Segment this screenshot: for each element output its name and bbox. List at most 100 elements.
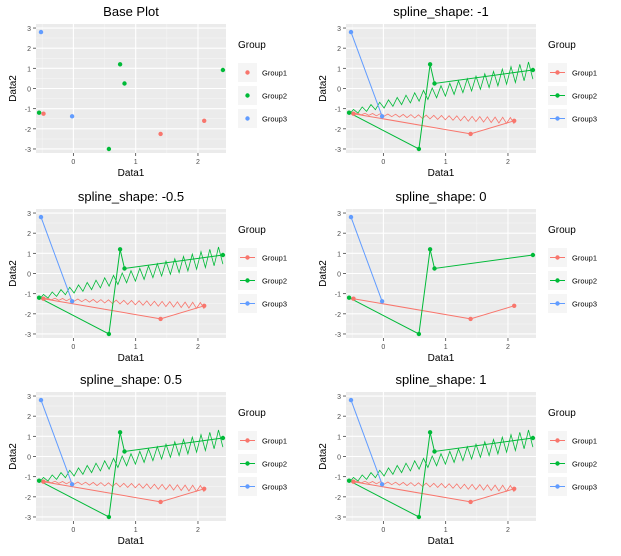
x-tick-label: 1	[134, 344, 138, 351]
y-tick-label: -1	[335, 475, 341, 482]
data-point-group3	[69, 114, 75, 119]
data-point-group2	[117, 247, 123, 252]
data-point-group2	[530, 252, 536, 258]
data-point-group2	[117, 62, 123, 67]
data-point-group3	[38, 29, 44, 35]
data-point-group2	[220, 67, 226, 73]
legend-key-point	[245, 461, 250, 466]
data-point-group2	[106, 146, 112, 152]
x-tick-label: 2	[196, 344, 200, 351]
series-line-group3	[350, 399, 383, 485]
y-tick-label: 3	[27, 26, 31, 33]
data-point-group1	[512, 303, 517, 308]
spline-artefact-group1	[43, 297, 205, 310]
x-tick-label: 0	[381, 527, 385, 534]
data-point-group1	[202, 486, 207, 491]
legend-entry-label: Group3	[262, 300, 287, 309]
legend-entry-label: Group1	[262, 69, 287, 78]
data-point-group2	[220, 435, 226, 441]
legend-entry-label: Group2	[262, 460, 287, 469]
legend: Group Group1 Group2 Group3	[238, 225, 287, 313]
y-tick-label: -2	[25, 495, 31, 502]
legend-entry-label: Group1	[262, 437, 287, 446]
data-point-group2	[346, 295, 352, 300]
y-tick-label: -1	[25, 292, 31, 299]
data-point-group3	[38, 397, 44, 403]
data-point-group2	[427, 247, 433, 252]
legend-key-point	[245, 93, 250, 98]
series-line-group3	[40, 399, 73, 485]
x-axis-label: Data1	[428, 353, 455, 364]
data-point-group2	[416, 514, 422, 520]
legend-key-point	[555, 301, 560, 306]
data-point-group1	[41, 479, 46, 484]
x-tick-label: 0	[71, 344, 75, 351]
chart-panel-1: spline_shape: -1 3 2 1 0 -1 -2 -3 0 1 2 Data1 Data2 G…	[318, 4, 597, 179]
legend-entry-label: Group3	[572, 300, 597, 309]
y-tick-label: 1	[337, 434, 341, 441]
data-point-group1	[202, 303, 207, 308]
y-tick-label: -3	[335, 147, 341, 154]
legend: Group Group1 Group2 Group3	[548, 225, 597, 313]
legend: Group Group1 Group2 Group3	[238, 40, 287, 128]
legend-entry-label: Group3	[262, 115, 287, 124]
y-tick-label: 0	[27, 87, 31, 94]
data-point-group1	[41, 296, 46, 301]
chart-panel-5: spline_shape: 1 3 2 1 0 -1 -2 -3 0 1 2 Data1 Data2 Gr…	[318, 372, 597, 547]
y-tick-label: 0	[27, 455, 31, 462]
data-point-group2	[416, 331, 422, 337]
data-point-group3	[348, 397, 354, 403]
y-tick-label: 2	[337, 231, 341, 238]
data-point-group2	[106, 514, 112, 520]
series-line-group3	[350, 31, 383, 117]
y-tick-label: -1	[25, 107, 31, 114]
y-tick-label: 3	[27, 394, 31, 401]
y-tick-label: -3	[335, 515, 341, 522]
spline-artefact-group2	[348, 61, 534, 116]
data-point-group1	[468, 316, 473, 322]
data-point-group1	[202, 118, 207, 124]
legend-key-point	[245, 278, 250, 283]
legend-key-point	[245, 70, 250, 75]
y-tick-label: 3	[27, 211, 31, 218]
y-tick-label: 1	[337, 66, 341, 73]
legend-entry-label: Group1	[572, 437, 597, 446]
data-point-group2	[432, 81, 437, 86]
legend-entry-label: Group1	[262, 254, 287, 263]
data-point-group1	[468, 499, 473, 505]
y-axis-label: Data2	[8, 443, 19, 470]
data-point-group3	[379, 114, 385, 119]
chart-title: spline_shape: 1	[395, 372, 486, 387]
legend-title: Group	[238, 225, 266, 236]
data-point-group3	[348, 29, 354, 35]
spline-artefact-group1	[43, 480, 205, 493]
chart-panel-2: spline_shape: -0.5 3 2 1 0 -1 -2 -3 0 1 2 Data1 Data…	[8, 189, 287, 364]
legend-entry-label: Group2	[572, 92, 597, 101]
y-tick-label: 2	[337, 46, 341, 53]
x-tick-label: 1	[444, 344, 448, 351]
y-axis-label: Data2	[8, 75, 19, 102]
legend-title: Group	[548, 408, 576, 419]
data-point-group2	[416, 146, 422, 152]
data-point-group1	[158, 316, 163, 322]
x-axis-label: Data1	[428, 168, 455, 179]
y-tick-label: -2	[335, 127, 341, 134]
x-axis-label: Data1	[118, 168, 145, 179]
x-tick-label: 1	[444, 527, 448, 534]
data-point-group2	[427, 62, 433, 67]
y-tick-label: -1	[335, 292, 341, 299]
chart-panel-4: spline_shape: 0.5 3 2 1 0 -1 -2 -3 0 1 2 Data1 Data2…	[8, 372, 287, 547]
legend-key-point	[555, 116, 560, 121]
chart-title: spline_shape: -1	[393, 4, 488, 19]
y-tick-label: 0	[337, 455, 341, 462]
data-point-group2	[427, 430, 433, 435]
data-point-group2	[117, 430, 123, 435]
legend-key-point	[245, 301, 250, 306]
spline-artefact-group1	[353, 112, 515, 125]
data-point-group2	[432, 266, 437, 271]
legend-entry-label: Group1	[572, 254, 597, 263]
chart-title: Base Plot	[103, 4, 159, 19]
y-tick-label: -1	[335, 107, 341, 114]
